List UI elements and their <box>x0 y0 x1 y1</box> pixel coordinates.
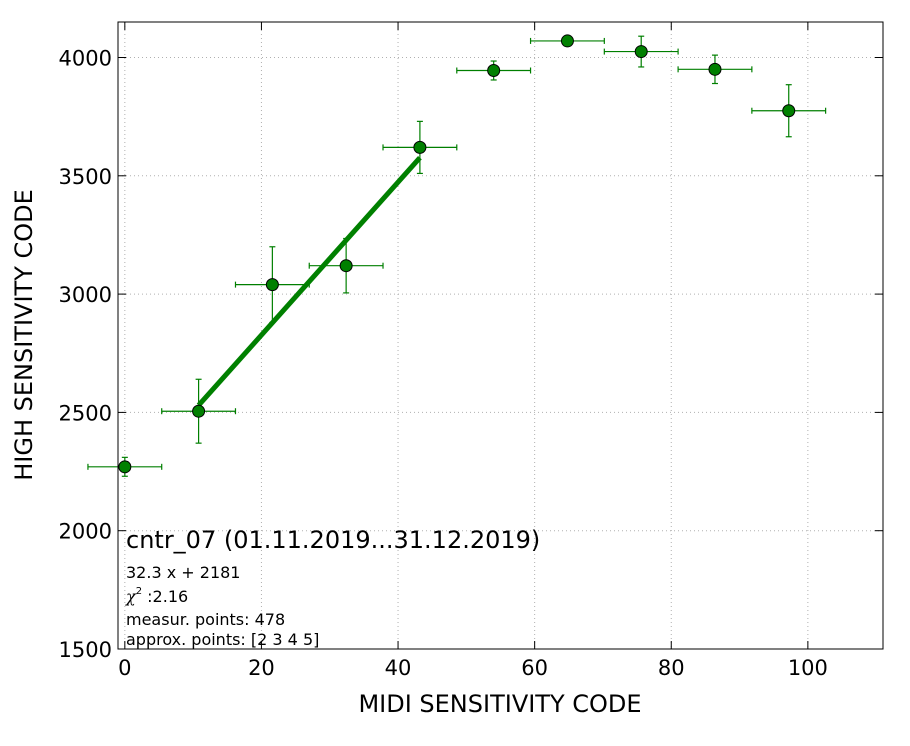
data-point <box>708 62 722 76</box>
y-tick-label: 3500 <box>59 165 112 189</box>
fit-line <box>196 156 422 408</box>
y-ticks: 1500 2000 2500 3000 3500 4000 <box>59 46 883 662</box>
data-point <box>192 404 206 418</box>
x-axis-label: MIDI SENSITIVITY CODE <box>358 690 641 718</box>
annotation-chi: χ2 :2.16 <box>125 586 188 606</box>
y-tick-label: 1500 <box>59 638 112 662</box>
annotation-title: cntr_07 (01.11.2019...31.12.2019) <box>126 526 540 554</box>
data-point <box>339 259 353 273</box>
annotation-measur-points: measur. points: 478 <box>126 610 285 629</box>
x-tick-label: 80 <box>658 656 685 680</box>
data-point <box>265 278 279 292</box>
grid <box>118 22 883 650</box>
data-point <box>782 104 796 118</box>
chi-symbol: χ <box>125 587 137 606</box>
x-tick-label: 0 <box>118 656 131 680</box>
data-point <box>118 460 132 474</box>
data-point <box>634 45 648 59</box>
x-tick-label: 40 <box>385 656 412 680</box>
x-tick-label: 20 <box>248 656 275 680</box>
data-point <box>487 64 501 78</box>
chi-power: 2 <box>136 586 142 597</box>
chi-value: :2.16 <box>142 587 188 606</box>
y-tick-label: 2500 <box>59 401 112 425</box>
y-tick-label: 4000 <box>59 46 112 70</box>
annotation-approx-points: approx. points: [2 3 4 5] <box>126 630 319 649</box>
data-point <box>560 34 574 48</box>
plot-background <box>118 22 883 649</box>
y-tick-label: 2000 <box>59 520 112 544</box>
annotation-equation: 32.3 x + 2181 <box>126 563 240 582</box>
fit-line-group <box>196 156 422 408</box>
data-point <box>413 140 427 154</box>
markers <box>118 34 796 474</box>
x-ticks: 0 20 40 60 80 100 <box>118 22 828 680</box>
x-tick-label: 60 <box>521 656 548 680</box>
y-axis-label: HIGH SENSITIVITY CODE <box>10 189 38 481</box>
plot-frame <box>117 21 884 650</box>
x-tick-label: 100 <box>788 656 828 680</box>
y-tick-label: 3000 <box>59 283 112 307</box>
